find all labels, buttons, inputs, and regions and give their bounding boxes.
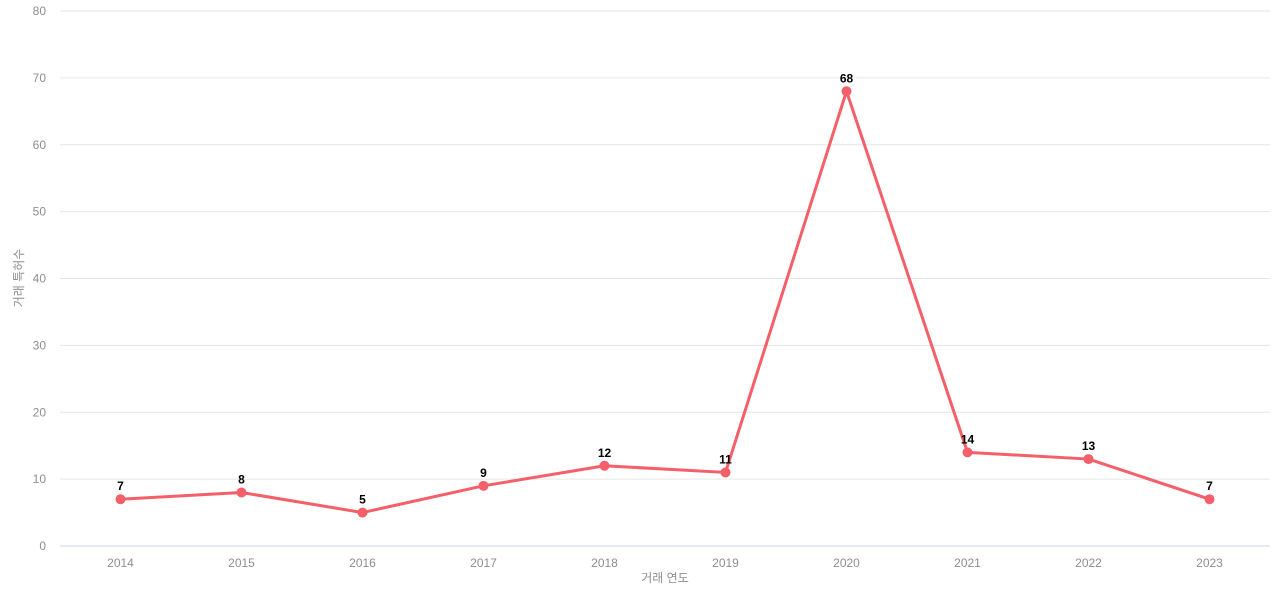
data-label: 7 [117, 479, 124, 493]
data-point[interactable] [1204, 494, 1215, 505]
data-point[interactable] [599, 460, 610, 471]
data-point[interactable] [236, 487, 247, 498]
data-label: 9 [480, 466, 487, 480]
x-tick-label: 2023 [1196, 556, 1223, 570]
data-point[interactable] [841, 86, 852, 97]
data-point[interactable] [478, 480, 489, 491]
x-tick-label: 2015 [228, 556, 255, 570]
x-tick-label: 2017 [470, 556, 497, 570]
data-point[interactable] [115, 494, 126, 505]
x-tick-label: 2021 [954, 556, 981, 570]
series-layer: 7 8 5 9 12 11 68 14 13 7 [115, 71, 1215, 518]
data-label: 7 [1206, 479, 1213, 493]
data-label: 12 [598, 446, 612, 460]
y-tick-label: 10 [33, 472, 47, 486]
y-axis-title: 거래 특허수 [12, 249, 26, 308]
x-tick-label: 2019 [712, 556, 739, 570]
gridlines [60, 10, 1270, 547]
x-tick-label: 2020 [833, 556, 860, 570]
y-tick-label: 30 [33, 338, 47, 352]
data-label: 5 [359, 493, 366, 507]
data-point[interactable] [962, 447, 973, 458]
data-point[interactable] [1083, 454, 1094, 465]
data-label: 68 [840, 71, 854, 85]
data-label: 8 [238, 473, 245, 487]
x-tick-label: 2018 [591, 556, 618, 570]
axis-ticks: 0 10 20 30 40 50 60 70 80 2014 2015 2016 2017 2018 201… [33, 4, 1224, 570]
data-label: 14 [961, 432, 975, 446]
y-tick-label: 20 [33, 405, 47, 419]
y-tick-label: 0 [39, 539, 46, 553]
x-tick-label: 2014 [107, 556, 134, 570]
series-line [119, 89, 1211, 515]
x-axis-title: 거래 연도 [641, 571, 689, 585]
y-tick-label: 50 [33, 205, 47, 219]
x-tick-label: 2016 [349, 556, 376, 570]
data-label: 11 [719, 452, 732, 466]
y-tick-label: 80 [33, 4, 47, 18]
x-tick-label: 2022 [1075, 556, 1102, 570]
data-point[interactable] [720, 467, 731, 478]
data-label: 13 [1082, 439, 1096, 453]
data-point[interactable] [357, 507, 368, 518]
y-tick-label: 60 [33, 138, 47, 152]
y-tick-label: 40 [33, 272, 47, 286]
y-tick-label: 70 [33, 71, 47, 85]
